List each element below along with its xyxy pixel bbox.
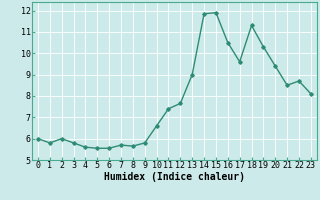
X-axis label: Humidex (Indice chaleur): Humidex (Indice chaleur)	[104, 172, 245, 182]
